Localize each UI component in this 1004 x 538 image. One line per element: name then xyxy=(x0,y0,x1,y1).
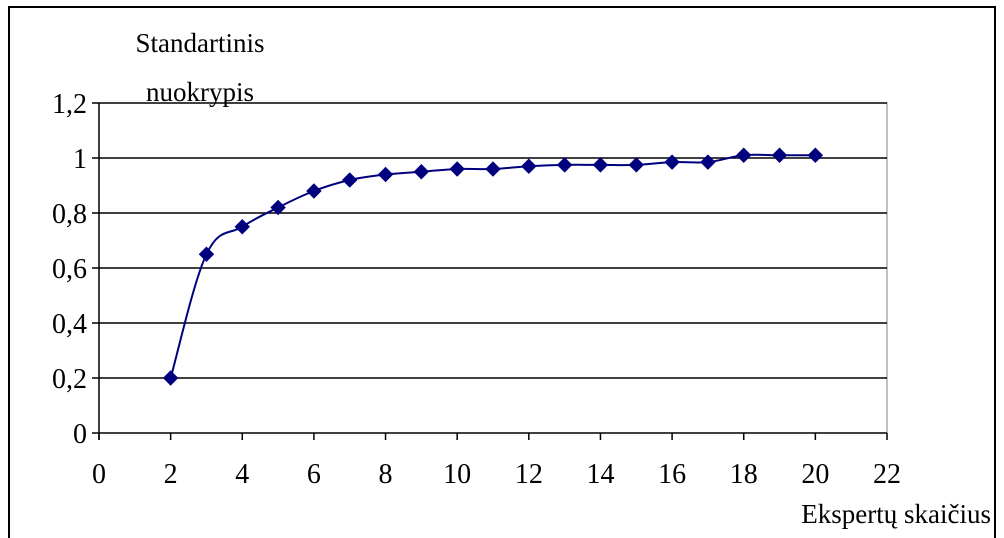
y-tick-label: 0,2 xyxy=(52,364,87,395)
x-tick-label: 10 xyxy=(443,459,471,490)
x-tick-label: 4 xyxy=(235,459,249,490)
data-series xyxy=(162,147,824,386)
y-tick-label: 1,2 xyxy=(52,89,87,120)
x-tick-label: 18 xyxy=(730,459,758,490)
data-point-marker xyxy=(556,157,573,173)
x-tick-label: 22 xyxy=(873,459,901,490)
y-axis-title-line-1: Standartinis xyxy=(136,28,265,58)
data-point-marker xyxy=(736,147,752,163)
data-point-marker xyxy=(807,147,824,163)
data-point-marker xyxy=(413,164,430,180)
data-point-marker xyxy=(342,172,358,188)
data-point-marker xyxy=(306,183,322,199)
x-tick-label: 12 xyxy=(515,459,543,490)
data-point-marker xyxy=(592,157,609,173)
x-tick-label: 6 xyxy=(307,459,321,490)
data-point-marker xyxy=(700,154,716,170)
data-point-marker xyxy=(162,370,179,386)
y-tick-label: 0,4 xyxy=(52,309,87,340)
axes xyxy=(92,102,888,440)
data-point-marker xyxy=(449,161,465,177)
data-point-marker xyxy=(771,147,788,163)
y-tick-label: 1 xyxy=(73,144,87,175)
data-point-marker xyxy=(198,246,215,262)
y-tick-label: 0 xyxy=(73,419,87,450)
x-tick-label: 20 xyxy=(801,459,829,490)
y-tick-label: 0,6 xyxy=(52,254,87,285)
x-tick-labels: 0 2 4 6 8 10 12 14 16 18 20 22 xyxy=(92,459,901,490)
y-axis-title-line-2: nuokrypis xyxy=(146,77,254,107)
data-point-marker xyxy=(234,219,250,235)
x-tick-label: 2 xyxy=(164,459,178,490)
data-point-marker xyxy=(664,154,680,170)
x-tick-label: 8 xyxy=(379,459,393,490)
x-tick-label: 14 xyxy=(586,459,614,490)
x-tick-label: 16 xyxy=(658,459,686,490)
y-tick-label: 0,8 xyxy=(52,199,87,230)
grid-lines xyxy=(99,102,887,379)
x-axis-title: Ekspertų skaičius xyxy=(801,499,991,529)
data-point-marker xyxy=(521,158,537,174)
data-point-marker xyxy=(628,157,644,173)
x-tick-label: 0 xyxy=(92,459,106,490)
y-tick-labels: 0 0,2 0,4 0,6 0,8 1 1,2 xyxy=(52,89,87,450)
data-point-marker xyxy=(270,199,286,216)
data-point-marker xyxy=(377,166,394,183)
data-point-marker xyxy=(485,161,501,177)
